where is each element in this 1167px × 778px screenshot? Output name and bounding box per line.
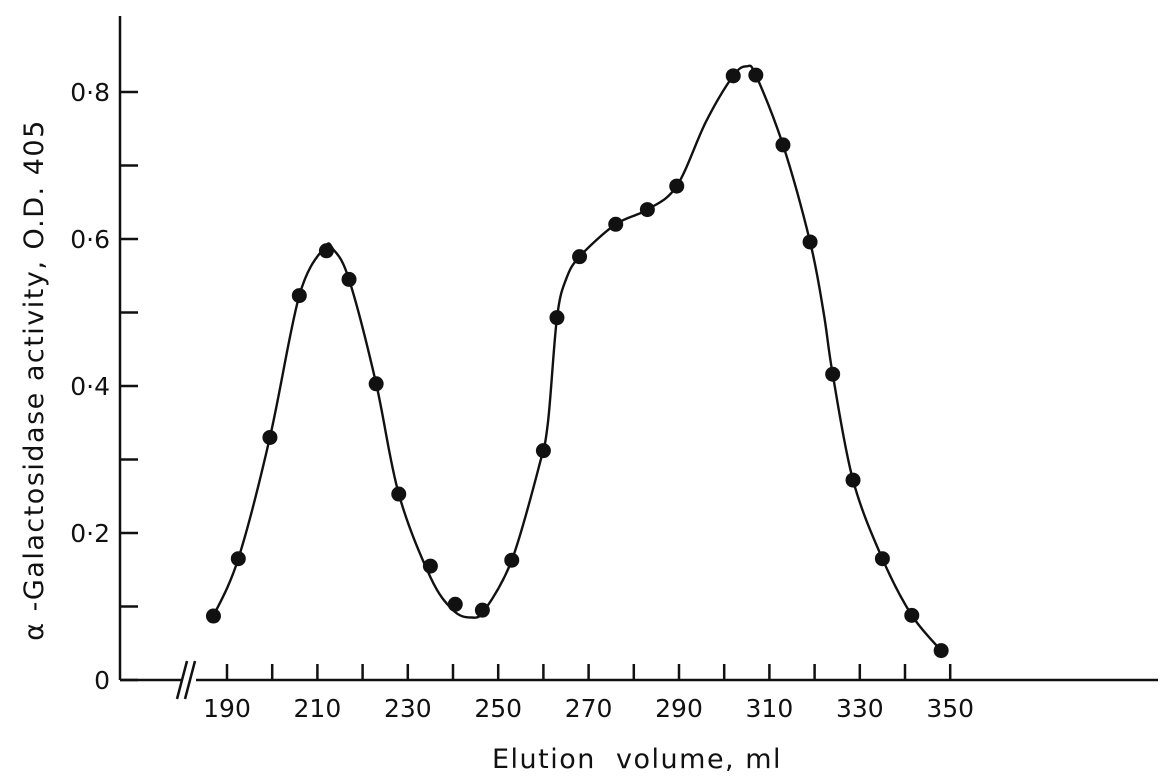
x-axis-break-mark: [175, 660, 189, 700]
x-tick-labels: 190 210 230 250 270 290 310 330 350: [203, 694, 974, 723]
y-tick-labels: 0 0·2 0·4 0·6 0·8: [70, 78, 110, 695]
data-point: [447, 596, 463, 612]
data-point: [474, 602, 490, 618]
data-point: [368, 376, 384, 392]
data-point: [341, 271, 357, 287]
axes: [118, 16, 1158, 700]
y-tick-label: 0·8: [70, 78, 110, 107]
x-tick-label: 210: [294, 694, 342, 723]
data-point: [933, 643, 949, 659]
x-axis-break-mark: [183, 660, 197, 700]
data-point: [230, 551, 246, 567]
x-tick-label: 330: [836, 694, 884, 723]
data-points: [205, 67, 949, 659]
y-tick-label: 0·2: [70, 519, 110, 548]
x-tick-label: 250: [474, 694, 522, 723]
y-tick-label: 0: [94, 666, 110, 695]
data-point: [422, 558, 438, 574]
y-tick-label: 0·6: [70, 225, 110, 254]
x-tick-label: 310: [746, 694, 794, 723]
data-point: [802, 234, 818, 250]
data-point: [825, 366, 841, 382]
y-ticks: [120, 90, 138, 682]
data-point: [572, 249, 588, 265]
y-axis-title: α -Galactosidase activity, O.D. 405: [19, 119, 50, 641]
x-tick-label: 190: [203, 694, 251, 723]
x-axis-title: Elution volume, ml: [492, 744, 782, 775]
data-point: [608, 216, 624, 232]
data-point: [904, 607, 920, 623]
data-point: [874, 551, 890, 567]
data-point: [845, 472, 861, 488]
x-tick-label: 270: [565, 694, 613, 723]
x-tick-label: 290: [655, 694, 703, 723]
data-point: [725, 68, 741, 84]
data-point: [504, 552, 520, 568]
data-point: [639, 202, 655, 218]
data-point: [549, 310, 565, 326]
data-point: [391, 486, 407, 502]
data-point: [205, 608, 221, 624]
data-point: [318, 243, 334, 259]
data-point: [535, 443, 551, 459]
x-tick-label: 350: [926, 694, 974, 723]
x-tick-label: 230: [384, 694, 432, 723]
x-ticks: [225, 664, 952, 680]
data-point: [291, 288, 307, 304]
data-point: [262, 429, 278, 445]
data-point: [775, 137, 791, 153]
data-point: [748, 67, 764, 83]
elution-curve: [212, 64, 943, 652]
data-point: [669, 178, 685, 194]
y-tick-label: 0·4: [70, 372, 110, 401]
